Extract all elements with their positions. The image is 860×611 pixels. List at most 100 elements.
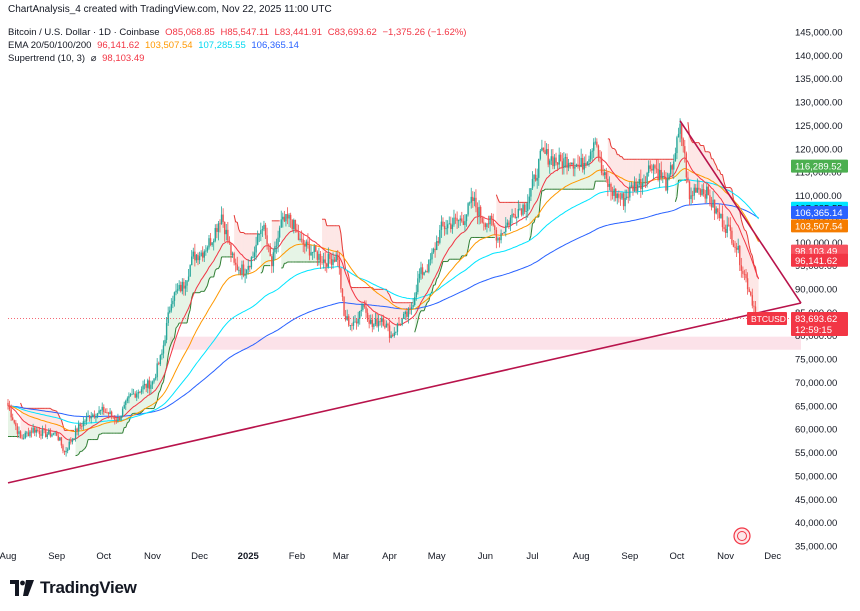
supertrend-segment	[528, 235, 532, 241]
supertrend-segment	[742, 225, 745, 230]
candle-body	[153, 378, 155, 382]
candle-body	[81, 425, 83, 427]
candle-body	[453, 217, 455, 225]
candle-body	[583, 162, 585, 170]
candle-body	[52, 433, 55, 435]
supertrend-segment	[170, 339, 174, 344]
supertrend-legend[interactable]: Supertrend (10, 3) ⌀ 98,103.49	[8, 53, 147, 64]
candle-body	[737, 245, 739, 250]
candle-body	[684, 146, 686, 154]
candle-body	[24, 432, 26, 438]
candle-body	[272, 252, 275, 267]
supertrend-fill	[469, 199, 472, 241]
trendline-rising-support[interactable]	[7, 302, 802, 484]
trendline-descending-resistance[interactable]	[679, 120, 802, 304]
supertrend-fill	[127, 397, 129, 423]
supertrend-fill	[238, 229, 241, 273]
ema-legend[interactable]: EMA 20/50/100/200 96,141.62 103,507.54 1…	[8, 40, 302, 51]
candle-body	[435, 241, 438, 251]
candle-body	[96, 413, 99, 418]
candle-body	[321, 261, 323, 263]
candle-body	[418, 273, 421, 279]
candle-body	[717, 208, 719, 213]
supertrend-fill	[507, 202, 509, 225]
supertrend-segment	[371, 287, 375, 290]
candle-body	[269, 246, 271, 257]
symbol-name[interactable]: Bitcoin / U.S. Dollar · 1D · Coinbase	[8, 27, 160, 38]
supertrend-segment	[162, 373, 166, 382]
candle-body	[495, 230, 498, 241]
y-axis-tick-label: 65,000.00	[795, 401, 837, 412]
symbol-tag[interactable]: BTCUSD	[747, 311, 787, 325]
candle-body	[454, 217, 457, 219]
candle-body	[528, 196, 531, 204]
tradingview-footer[interactable]: TradingView	[10, 578, 137, 598]
supertrend-segment	[425, 302, 428, 307]
supertrend-fill	[631, 159, 633, 189]
price-tag-high[interactable]: 116,289.52	[791, 159, 848, 173]
candle-body	[459, 218, 461, 221]
candle-body	[379, 321, 381, 323]
price-tag-ema50[interactable]: 103,507.54	[791, 219, 848, 233]
supertrend-fill	[757, 276, 759, 317]
candle-body	[191, 256, 193, 266]
candle-body	[316, 251, 319, 260]
x-axis-tick-label: Dec	[764, 551, 781, 562]
candle-body	[614, 188, 617, 199]
supertrend-segment	[608, 138, 612, 147]
x-axis-tick-label: May	[428, 551, 446, 562]
supertrend-segment	[340, 233, 343, 249]
supertrend-fill	[433, 249, 436, 286]
candle-body	[213, 240, 215, 243]
price-tag-ema20[interactable]: 96,141.62	[791, 253, 848, 267]
candle-body	[315, 246, 317, 252]
supertrend-segment	[709, 152, 712, 159]
candle-body	[326, 263, 328, 267]
supertrend-segment	[621, 156, 624, 160]
candle-body	[125, 400, 127, 405]
supertrend-fill	[55, 410, 57, 435]
candle-body	[110, 411, 113, 417]
x-axis-tick-label: 2025	[238, 551, 260, 562]
supertrend-segment	[338, 225, 342, 234]
eye-slash-icon[interactable]: ⌀	[90, 53, 97, 64]
candle-body	[318, 253, 320, 260]
candle-body	[388, 325, 391, 338]
supertrend-segment	[213, 270, 216, 278]
candle-body	[54, 432, 56, 434]
supertrend-fill	[578, 164, 580, 190]
candle-body	[332, 259, 334, 265]
supertrend-fill	[425, 271, 428, 306]
candle-body	[242, 264, 245, 276]
candle-body	[456, 218, 458, 221]
supertrend-fill	[615, 150, 618, 196]
symbol-legend[interactable]: Bitcoin / U.S. Dollar · 1D · Coinbase O8…	[8, 27, 469, 38]
x-axis-tick-label: Oct	[96, 551, 111, 562]
candle-body	[423, 272, 425, 275]
supertrend-segment	[158, 389, 161, 394]
candle-body	[374, 318, 377, 325]
candle-body	[666, 178, 669, 191]
candle-body	[362, 304, 364, 310]
ema-label[interactable]: EMA 20/50/100/200	[8, 40, 92, 51]
supertrend-segment	[261, 265, 265, 273]
candle-body	[85, 416, 88, 422]
candle-body	[490, 215, 493, 220]
supertrend-segment	[236, 221, 240, 230]
supertrend-label[interactable]: Supertrend (10, 3)	[8, 53, 86, 64]
candle-body	[564, 157, 567, 159]
price-tag-ema200[interactable]: 106,365.14	[791, 206, 848, 220]
supertrend-fill	[614, 148, 616, 194]
supertrend-fill	[460, 219, 462, 260]
candle-body	[304, 244, 306, 247]
candle-body	[517, 208, 520, 218]
supertrend-segment	[20, 402, 23, 408]
supertrend-segment	[744, 229, 747, 232]
supertrend-fill	[171, 302, 173, 344]
candle-body	[44, 429, 47, 437]
y-axis-tick-label: 55,000.00	[795, 448, 837, 459]
alert-icon[interactable]	[733, 527, 751, 545]
candle-body	[695, 187, 697, 193]
